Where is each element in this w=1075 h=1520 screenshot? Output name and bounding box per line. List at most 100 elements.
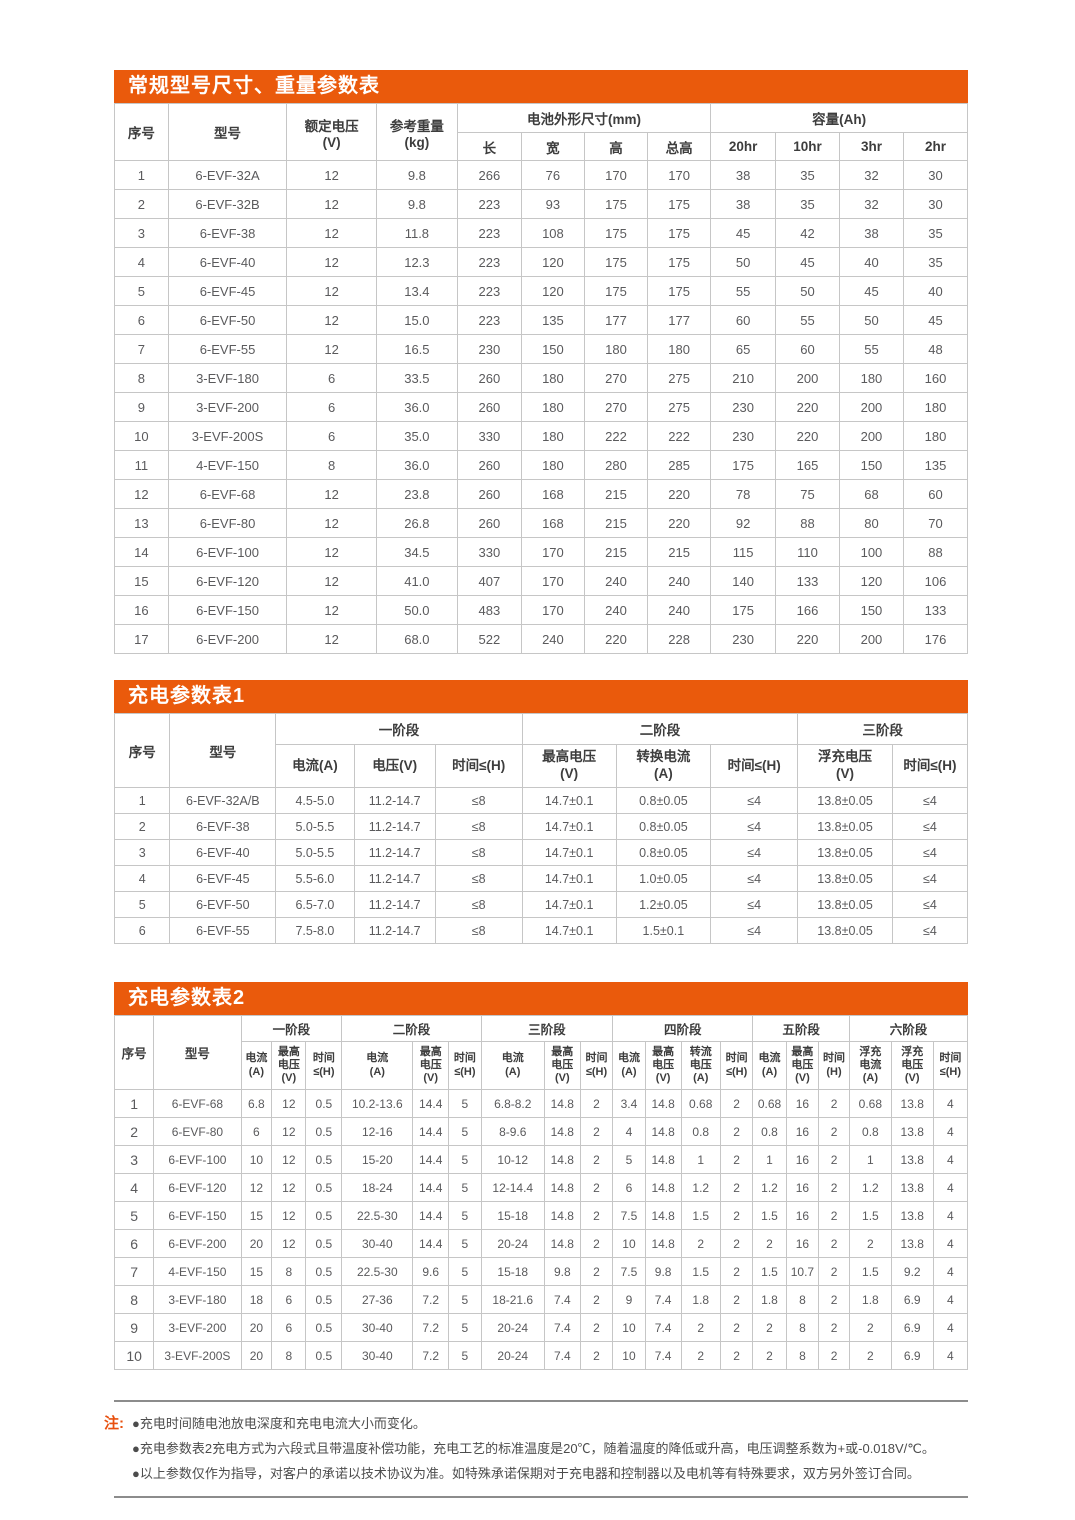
seq-cell: 6 — [113, 917, 171, 944]
dimension-weight-table: 序号 型号 额定电压 (V) 参考重量 (kg) 电池外形尺寸(mm) 容量(A… — [114, 103, 969, 654]
data-cell: 10 — [240, 1145, 273, 1174]
data-cell: ≤4 — [891, 813, 969, 840]
data-cell: 10 — [612, 1229, 646, 1258]
table-row: 6 6-EVF-200 20 12 0.5 30-40 14.4 5 20-24 14.8 2 10 1… — [113, 1229, 969, 1258]
data-cell: 2 — [719, 1089, 754, 1118]
data-cell: 200 — [838, 624, 904, 654]
data-cell: ≤4 — [891, 917, 969, 944]
data-cell: 1 — [752, 1145, 787, 1174]
data-cell: 2 — [719, 1341, 754, 1370]
data-cell: 2 — [752, 1313, 787, 1342]
group-header-capacity: 容量(Ah) — [710, 103, 968, 133]
data-cell: 2 — [579, 1145, 614, 1174]
data-cell: 2 — [579, 1089, 614, 1118]
data-cell: 180 — [520, 450, 585, 480]
table-row: 11 4-EVF-150 8 36.0 260 180 280 285 175 165 150 135 — [114, 450, 969, 480]
group-header-stage2: 二阶段 — [341, 1015, 482, 1042]
data-cell: 2 — [680, 1341, 721, 1370]
data-cell: ≤4 — [710, 865, 799, 892]
data-cell: 20 — [240, 1341, 273, 1370]
group-header-stage1: 一阶段 — [275, 713, 523, 745]
column-header-seq: 序号 — [114, 103, 169, 161]
data-cell: 7.4 — [543, 1285, 581, 1314]
model-cell: 6-EVF-38 — [169, 813, 277, 840]
note-item: ●充电参数表2充电方式为六段式且带温度补偿功能，充电工艺的标准温度是20℃，随着… — [132, 1441, 935, 1456]
data-cell: 11.2-14.7 — [353, 917, 436, 944]
model-cell: 6-EVF-50 — [169, 891, 277, 918]
table-row: 10 3-EVF-200S 20 8 0.5 30-40 7.2 5 20-24 7.4 2 10 7.… — [113, 1341, 969, 1370]
data-cell: 5 — [448, 1341, 482, 1370]
data-cell: 5 — [448, 1145, 482, 1174]
data-cell: 5 — [448, 1201, 482, 1230]
data-cell: 4 — [932, 1229, 969, 1258]
seq-cell: 2 — [114, 189, 169, 219]
model-cell: 6-EVF-120 — [167, 566, 288, 596]
column-header-3hr: 3hr — [838, 132, 904, 161]
data-cell: 5.0-5.5 — [275, 813, 355, 840]
data-cell: 407 — [456, 566, 522, 596]
dimension-weight-table-section: 常规型号尺寸、重量参数表 序号 型号 额定电压 (V) 参考重量 (kg) 电池… — [114, 70, 969, 654]
data-cell: 215 — [583, 508, 649, 538]
data-cell: 168 — [520, 508, 585, 538]
data-cell: 14.8 — [644, 1201, 682, 1230]
data-cell: 16 — [785, 1089, 820, 1118]
data-cell: 5.5-6.0 — [275, 865, 355, 892]
data-cell: 120 — [838, 566, 904, 596]
data-cell: 14.7±0.1 — [521, 865, 617, 892]
model-cell: 6-EVF-55 — [167, 334, 288, 364]
model-cell: 6-EVF-80 — [167, 508, 288, 538]
seq-cell: 1 — [113, 787, 171, 814]
seq-cell: 3 — [113, 1145, 155, 1174]
seq-cell: 7 — [113, 1257, 155, 1286]
data-cell: 92 — [710, 508, 776, 538]
data-cell: 14.8 — [644, 1229, 682, 1258]
charging-params-1-section: 充电参数表1 序号 型号 一阶段 二阶段 三阶段 电流(A) 电压(V) 时间≤ — [113, 680, 969, 944]
data-cell: 2 — [680, 1229, 721, 1258]
data-cell: 5 — [612, 1145, 646, 1174]
data-cell: 14.7±0.1 — [521, 813, 617, 840]
data-cell: 5 — [448, 1313, 482, 1342]
data-cell: 1.2 — [752, 1173, 787, 1202]
data-cell: 0.5 — [305, 1145, 343, 1174]
data-cell: 4 — [932, 1201, 969, 1230]
data-cell: 170 — [647, 160, 712, 190]
seq-cell: 3 — [114, 218, 169, 248]
data-cell: 15 — [240, 1201, 273, 1230]
model-cell: 4-EVF-150 — [167, 450, 288, 480]
data-cell: 50 — [838, 305, 904, 335]
data-cell: 0.68 — [848, 1089, 892, 1118]
model-cell: 4-EVF-150 — [153, 1257, 242, 1286]
data-cell: 48 — [902, 334, 969, 364]
model-cell: 6-EVF-40 — [169, 839, 277, 866]
header-row-groups: 序号 型号 额定电压 (V) 参考重量 (kg) 电池外形尺寸(mm) 容量(A… — [114, 103, 968, 161]
column-header-current: 电流 (A) — [341, 1041, 414, 1090]
data-cell: 14.7±0.1 — [521, 787, 617, 814]
table-body: 1 6-EVF-68 6.8 12 0.5 10.2-13.6 14.4 5 6.8-8.2 14… — [113, 1089, 969, 1370]
data-cell: 0.5 — [305, 1341, 343, 1370]
data-cell: 32 — [838, 160, 904, 190]
data-cell: ≤4 — [710, 917, 799, 944]
model-cell: 6-EVF-55 — [169, 917, 277, 944]
data-cell: 12 — [271, 1089, 307, 1118]
data-cell: 2 — [579, 1229, 614, 1258]
data-cell: 175 — [647, 189, 712, 219]
column-header-time: 时间≤(H) — [891, 744, 969, 788]
data-cell: 12 — [286, 160, 377, 190]
data-cell: 483 — [456, 595, 522, 625]
data-cell: 2 — [680, 1313, 721, 1342]
column-header-time: 时间 (H) — [818, 1041, 850, 1090]
data-cell: 10-12 — [480, 1145, 545, 1174]
data-cell: 41.0 — [375, 566, 458, 596]
data-cell: 2 — [818, 1201, 850, 1230]
column-header-time: 时间 ≤(H) — [932, 1041, 969, 1090]
data-cell: 5 — [448, 1285, 482, 1314]
data-cell: 20 — [240, 1229, 273, 1258]
data-cell: 1.8 — [848, 1285, 892, 1314]
data-cell: 88 — [902, 537, 969, 567]
data-cell: 30-40 — [341, 1229, 414, 1258]
data-cell: 1.5 — [680, 1257, 721, 1286]
data-cell: 14.8 — [543, 1229, 581, 1258]
data-cell: 2 — [579, 1257, 614, 1286]
data-cell: 180 — [520, 363, 585, 393]
data-cell: 2 — [579, 1173, 614, 1202]
